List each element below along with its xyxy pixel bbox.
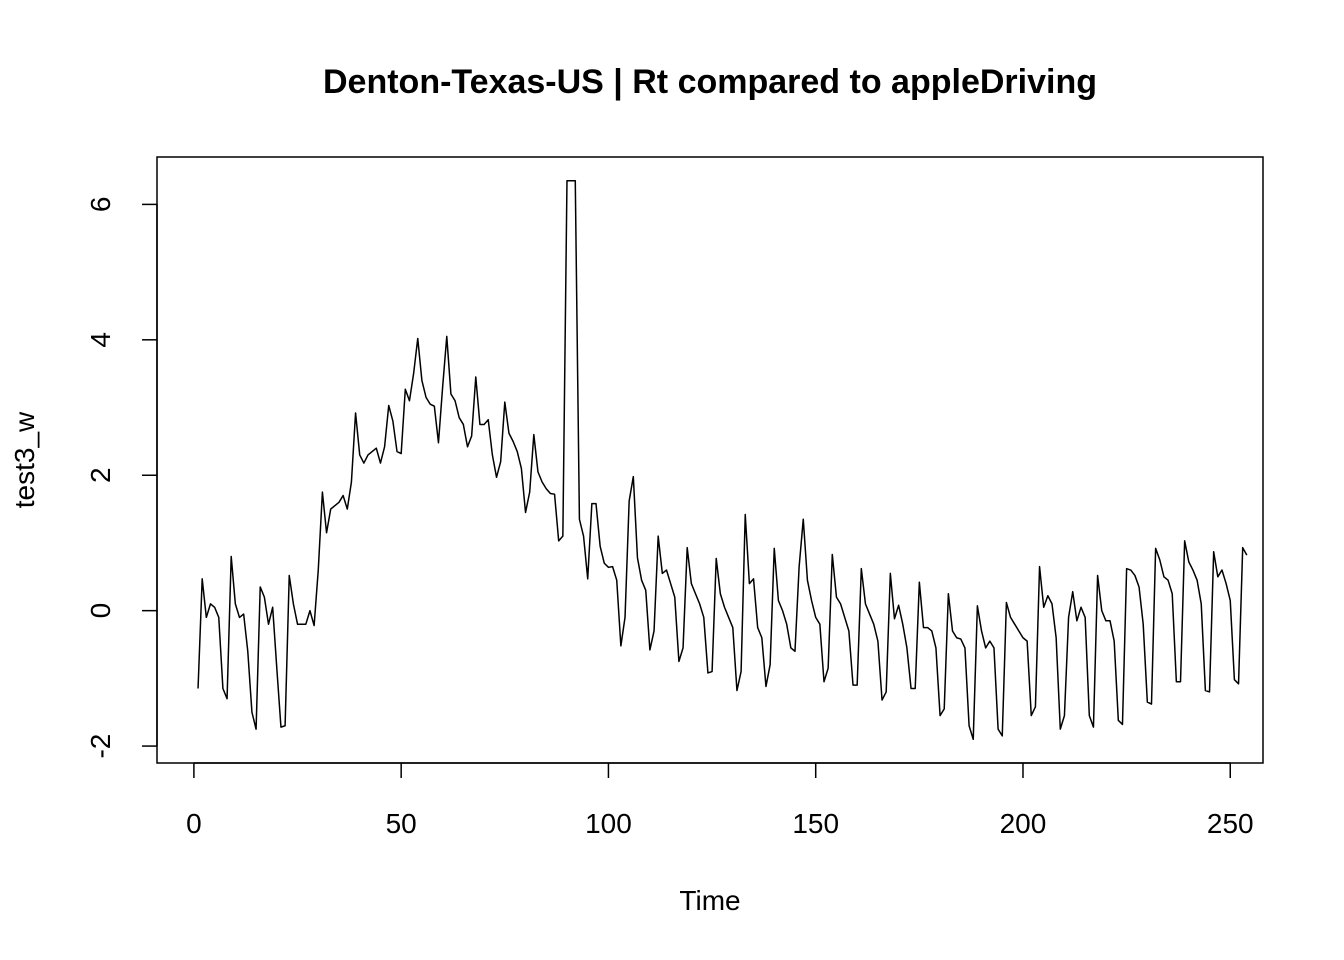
y-tick-label: 0 <box>85 603 116 619</box>
x-tick-label: 50 <box>386 808 417 839</box>
x-axis: 0 50 100 150 200 250 <box>186 762 1254 839</box>
x-axis-label: Time <box>679 885 740 916</box>
y-tick-label: -2 <box>85 734 116 759</box>
y-axis: -2 0 2 4 6 <box>85 197 158 759</box>
x-tick-label: 250 <box>1207 808 1254 839</box>
y-tick-label: 6 <box>85 197 116 213</box>
x-tick-label: 100 <box>585 808 632 839</box>
series-line-0 <box>197 179 1248 741</box>
y-tick-label: 4 <box>85 332 116 348</box>
x-tick-label: 150 <box>792 808 839 839</box>
y-tick-label: 2 <box>85 467 116 483</box>
x-tick-label: 200 <box>1000 808 1047 839</box>
series-layer <box>197 179 1248 741</box>
y-axis-label: test3_w <box>9 411 40 508</box>
x-tick-label: 0 <box>186 808 202 839</box>
chart-title: Denton-Texas-US | Rt compared to appleDr… <box>323 63 1097 101</box>
